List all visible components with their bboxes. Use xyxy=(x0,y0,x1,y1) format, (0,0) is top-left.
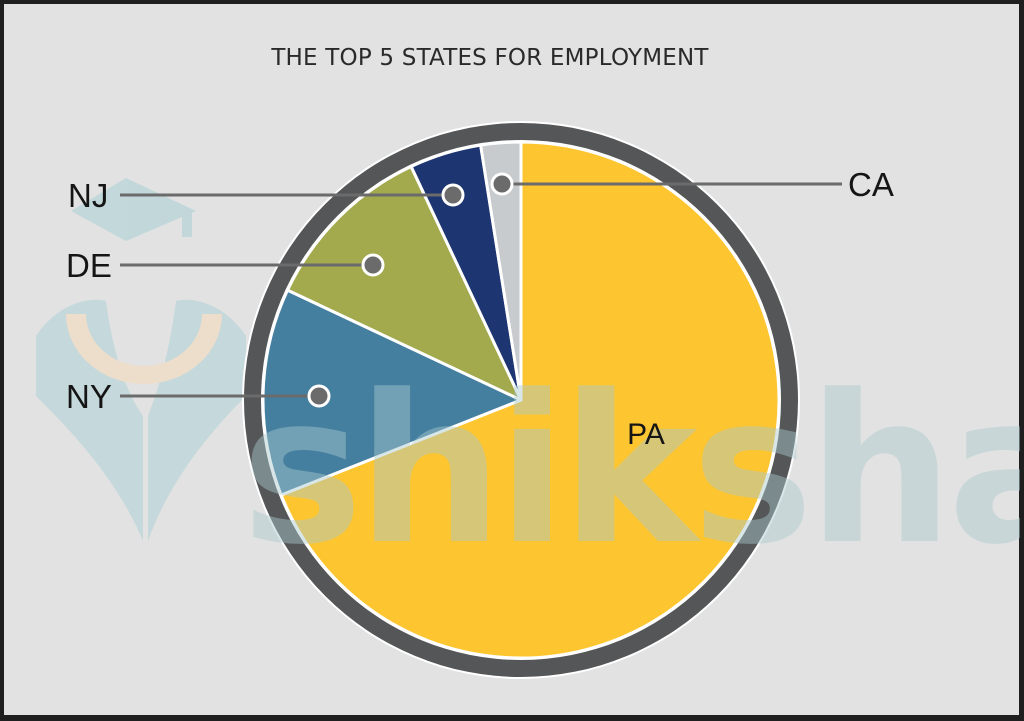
callout-labels: PA NY DE NJ CA xyxy=(66,166,894,451)
pie-slices xyxy=(261,140,781,660)
marker-dot-icon xyxy=(490,172,514,196)
marker-dot-icon xyxy=(361,253,385,277)
callout-label-de: DE xyxy=(66,247,112,284)
callout-label-ny: NY xyxy=(66,378,112,415)
watermark-logo-icon xyxy=(36,178,246,541)
marker-dot-icon xyxy=(441,183,465,207)
callout-label-nj: NJ xyxy=(68,177,108,214)
pie-slice-ca xyxy=(479,140,523,402)
pie-slice-pa xyxy=(279,140,781,660)
callout-label-ca: CA xyxy=(848,166,894,203)
chart-title: THE TOP 5 STATES FOR EMPLOYMENT xyxy=(271,45,709,71)
pie-slice-ny xyxy=(261,288,523,497)
pie-slice-de xyxy=(286,165,523,402)
slice-label-pa: PA xyxy=(627,418,665,451)
marker-dot-icon xyxy=(307,384,331,408)
watermark-text: shiksha xyxy=(241,352,1020,590)
